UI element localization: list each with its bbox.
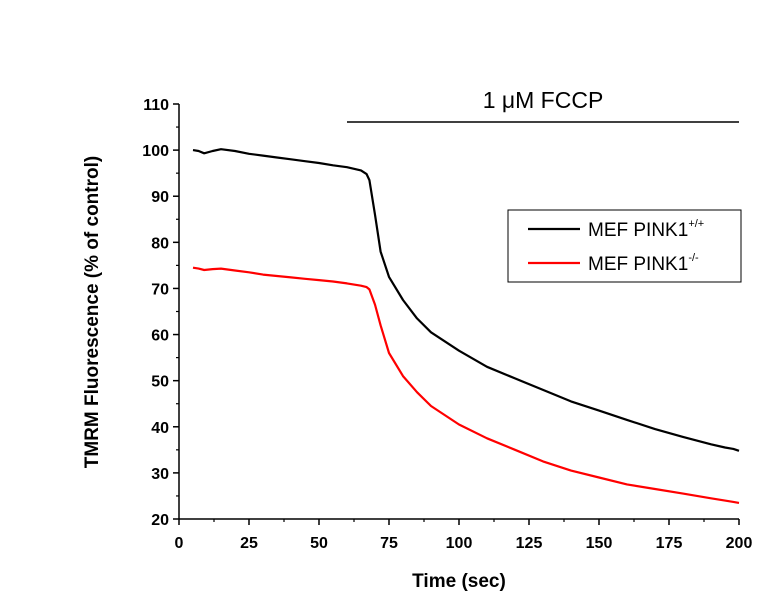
annotation-layer: 1 μM FCCP [347,87,739,123]
legend-box [507,209,742,283]
y-tick-label: 80 [151,235,169,252]
x-tick-label: 200 [726,535,753,552]
legend-label-wt-name: MEF PINK1 [588,220,688,241]
x-tick-label: 0 [175,535,184,552]
legend-label-wt-sup: +/+ [688,218,704,230]
legend-label-wt: MEF PINK1+/+ [588,218,704,241]
x-tick-label: 75 [380,535,398,552]
y-tick-label: 40 [151,420,169,437]
x-tick-label: 25 [240,535,258,552]
y-tick-label: 50 [151,374,169,391]
x-tick-label: 175 [656,535,683,552]
x-axis-title: Time (sec) [412,571,506,592]
y-tick-label: 90 [151,189,169,206]
series-line-1 [192,266,740,504]
x-tick-label: 125 [516,535,543,552]
legend: MEF PINK1+/+ MEF PINK1-/- [507,209,742,283]
x-tick-label: 50 [310,535,328,552]
legend-label-ko: MEF PINK1-/- [588,252,699,275]
x-tick-label: 100 [446,535,473,552]
y-tick-label: 70 [151,281,169,298]
x-tick-label: 150 [586,535,613,552]
y-tick-label: 20 [151,512,169,529]
legend-label-ko-sup: -/- [688,252,699,264]
series-layer [192,148,740,504]
series-line-0 [192,148,740,452]
legend-label-ko-name: MEF PINK1 [588,254,688,275]
y-axis-title: TMRM Fluorescence (% of control) [82,156,103,468]
axes: 20 30 40 50 60 70 80 90 100 110 0 25 50 75 100 125 150 17… [142,97,752,552]
y-tick-label: 100 [142,143,169,160]
fccp-label: 1 μM FCCP [483,87,604,113]
y-tick-label: 30 [151,466,169,483]
y-tick-label: 60 [151,328,169,345]
y-tick-label: 110 [143,97,169,114]
